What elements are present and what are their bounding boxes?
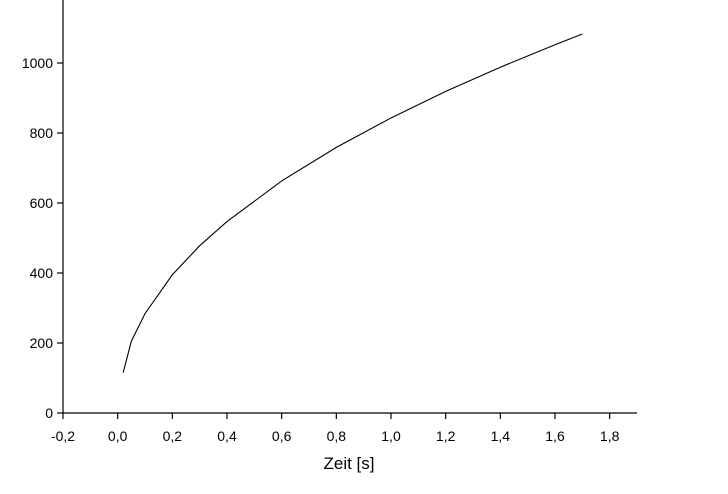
x-axis-label: Zeit [s]: [323, 454, 374, 473]
x-tick-label: 0,0: [108, 428, 128, 444]
y-tick-label: 800: [30, 125, 54, 141]
y-tick-label: 1000: [22, 55, 53, 71]
x-tick-label: 1,2: [436, 428, 456, 444]
y-tick-label: 0: [45, 405, 53, 421]
x-tick-label: 1,0: [381, 428, 401, 444]
y-tick-label: 400: [30, 265, 54, 281]
y-tick-label: 200: [30, 335, 54, 351]
y-tick-label: 600: [30, 195, 54, 211]
x-tick-label: 1,4: [491, 428, 511, 444]
line: [122, 33, 583, 373]
x-tick-label: 0,4: [217, 428, 237, 444]
x-tick-label: -0,2: [51, 428, 75, 444]
x-tick-label: 1,8: [600, 428, 620, 444]
x-tick-label: 0,8: [327, 428, 347, 444]
x-tick-label: 0,2: [163, 428, 183, 444]
x-tick-label: 1,6: [545, 428, 565, 444]
x-tick-label: 0,6: [272, 428, 292, 444]
